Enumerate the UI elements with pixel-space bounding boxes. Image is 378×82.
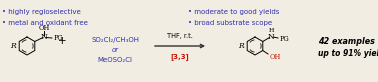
Text: N: N (268, 33, 274, 41)
Text: up to 91% yield: up to 91% yield (318, 48, 378, 57)
Text: OH: OH (39, 24, 50, 32)
Text: OH: OH (270, 53, 281, 61)
Text: THF, r.t.: THF, r.t. (167, 33, 193, 39)
Text: • metal and oxidant free: • metal and oxidant free (2, 20, 88, 26)
Text: • broad substrate scope: • broad substrate scope (188, 20, 272, 26)
Text: +: + (58, 36, 66, 46)
Text: MeOSO₂Cl: MeOSO₂Cl (98, 57, 133, 63)
Text: R: R (10, 42, 16, 50)
Text: R: R (238, 42, 244, 50)
Text: H: H (268, 27, 274, 32)
Text: • moderate to good yields: • moderate to good yields (188, 9, 279, 15)
Text: SO₂Cl₂/CH₃OH: SO₂Cl₂/CH₃OH (91, 37, 139, 43)
Text: PG: PG (280, 35, 290, 43)
Text: 42 examples: 42 examples (318, 36, 375, 46)
Text: [3,3]: [3,3] (170, 53, 189, 60)
Text: or: or (112, 47, 119, 53)
Text: N: N (40, 33, 47, 41)
Text: • highly regioselective: • highly regioselective (2, 9, 81, 15)
Text: PG: PG (54, 34, 64, 42)
